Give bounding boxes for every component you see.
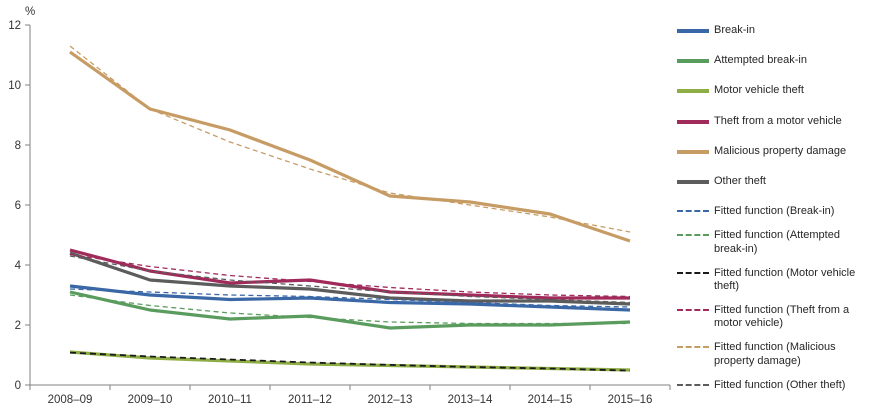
legend-label: Malicious property damage — [714, 144, 847, 157]
legend-swatch-fitted-malicious-property-damage — [677, 346, 709, 349]
series-line-attempted-break-in — [69, 290, 631, 330]
x-axis-tick-label: 2008–09 — [48, 394, 93, 406]
series-line-break-in — [69, 284, 631, 312]
legend-label: Fitted function (Attempted break-in) — [714, 229, 840, 255]
legend-label: Break-in — [714, 24, 755, 36]
legend-swatch-fitted-theft-from-motor-vehicle — [677, 309, 709, 312]
legend-item-other-theft: Other theft — [677, 175, 867, 188]
x-axis-tick-label: 2014–15 — [528, 394, 573, 406]
y-axis-unit-label: % — [25, 6, 35, 18]
series-line-fitted-function-motor-vehicle-theft — [69, 351, 631, 372]
y-axis-tick-label: 0 — [15, 380, 21, 392]
legend-item-fitted-break-in: Fitted function (Break-in) — [677, 205, 867, 218]
legend-swatch-attempted-break-in — [677, 59, 709, 64]
x-axis-tick-label: 2010–11 — [208, 394, 252, 406]
series-line-fitted-function-other-theft — [69, 255, 631, 304]
legend-item-fitted-theft-from-motor-vehicle: Fitted function (Theft from a motor vehi… — [677, 304, 867, 330]
legend-item-fitted-motor-vehicle-theft: Fitted function (Motor vehicle theft) — [677, 267, 867, 293]
legend-swatch-other-theft — [677, 179, 709, 184]
series-line-fitted-function-malicious-property-damage — [69, 45, 631, 233]
x-axis-tick-label: 2012–13 — [368, 394, 413, 406]
legend-label: Motor vehicle theft — [714, 84, 804, 97]
legend-label: Fitted function (Other theft) — [714, 378, 846, 391]
series-line-fitted-function-attempted-break-in — [69, 294, 630, 325]
legend-swatch-theft-from-motor-vehicle — [677, 119, 709, 124]
legend-item-motor-vehicle-theft: Motor vehicle theft — [677, 84, 867, 97]
y-axis-tick-label: 2 — [15, 320, 21, 332]
chart-legend: Break-in Attempted break-in Motor vehicl… — [677, 24, 867, 403]
y-axis-tick-label: 4 — [15, 260, 22, 272]
legend-label: Other theft — [714, 174, 766, 187]
legend-label: Fitted function (Motor vehicle theft) — [714, 266, 856, 292]
x-axis-tick-label: 2011–12 — [288, 394, 332, 406]
y-axis-tick-label: 10 — [8, 80, 21, 92]
series-line-theft-from-a-motor-vehicle — [69, 248, 630, 300]
legend-label: Theft from a motor vehicle — [714, 114, 842, 127]
x-axis-tick-label: 2009–10 — [128, 394, 173, 406]
legend-item-attempted-break-in: Attempted break-in — [677, 54, 867, 67]
y-axis-tick-label: 6 — [15, 200, 21, 212]
legend-swatch-malicious-property-damage — [677, 149, 709, 154]
legend-label: Fitted function (Break-in) — [714, 205, 835, 218]
legend-item-break-in: Break-in — [677, 24, 867, 37]
legend-swatch-fitted-break-in — [677, 210, 709, 213]
legend-swatch-fitted-other-theft — [677, 383, 709, 386]
axis-lines — [29, 25, 670, 386]
legend-swatch-fitted-attempted-break-in — [677, 234, 709, 237]
y-axis-tick-label: 8 — [15, 140, 21, 152]
y-axis-tick-label: 12 — [8, 20, 21, 32]
series-line-malicious-property-damage — [69, 50, 631, 243]
series-line-other-theft — [69, 251, 631, 306]
legend-item-fitted-attempted-break-in: Fitted function (Attempted break-in) — [677, 229, 867, 255]
series-line-motor-vehicle-theft — [69, 350, 631, 372]
x-axis-tick-label: 2013–14 — [448, 394, 493, 406]
legend-swatch-break-in — [677, 29, 709, 33]
legend-label: Fitted function (Theft from a motor vehi… — [714, 304, 850, 330]
legend-item-fitted-other-theft: Fitted function (Other theft) — [677, 379, 867, 392]
legend-label: Fitted function (Malicious property dama… — [714, 341, 836, 367]
legend-item-malicious-property-damage: Malicious property damage — [677, 145, 867, 158]
legend-label: Attempted break-in — [714, 54, 807, 67]
legend-swatch-motor-vehicle-theft — [677, 89, 709, 94]
x-axis-tick-label: 2015–16 — [608, 394, 653, 406]
legend-swatch-fitted-motor-vehicle-theft — [677, 271, 709, 274]
series-line-fitted-function-theft-from-a-motor-vehicle — [69, 253, 631, 298]
legend-item-theft-from-motor-vehicle: Theft from a motor vehicle — [677, 115, 867, 128]
legend-item-fitted-malicious-property-damage: Fitted function (Malicious property dama… — [677, 341, 867, 367]
